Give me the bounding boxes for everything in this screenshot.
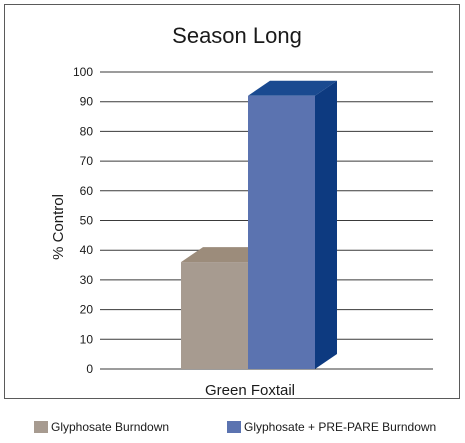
y-tick-label: 20 — [80, 303, 94, 317]
y-tick-label: 80 — [80, 124, 94, 138]
legend-item: Glyphosate + PRE-PARE Burndown — [227, 420, 436, 434]
bar-front-face — [248, 95, 315, 369]
y-axis-ticks: 0 10 20 30 40 50 60 70 80 90 100 — [73, 65, 93, 376]
bar-side-face — [315, 80, 337, 369]
x-axis-categories: Green Foxtail — [205, 382, 295, 399]
y-tick-label: 30 — [80, 273, 94, 287]
legend-label: Glyphosate + PRE-PARE Burndown — [244, 420, 437, 434]
x-category-label: Green Foxtail — [205, 382, 295, 398]
y-tick-label: 0 — [86, 362, 93, 376]
legend: Glyphosate Burndown Glyphosate + PRE-PARE… — [0, 420, 465, 440]
chart-frame: Season Long 0 10 20 30 40 50 60 70 80 90 100 Green… — [4, 4, 460, 399]
y-axis-label: % Control — [50, 194, 67, 260]
bar-1 — [248, 80, 337, 369]
bars — [181, 80, 337, 369]
chart-title: Season Long — [172, 23, 302, 48]
y-tick-label: 10 — [80, 332, 94, 346]
y-tick-label: 50 — [80, 214, 94, 228]
y-tick-label: 100 — [73, 65, 93, 79]
y-tick-label: 40 — [80, 243, 94, 257]
legend-label: Glyphosate Burndown — [51, 420, 170, 434]
y-tick-label: 90 — [80, 95, 94, 109]
bar-front-face — [181, 262, 248, 369]
y-tick-label: 70 — [80, 154, 94, 168]
bar-chart: Season Long 0 10 20 30 40 50 60 70 80 90 100 Green… — [50, 23, 433, 399]
legend-item: Glyphosate Burndown — [34, 420, 169, 434]
legend-swatch — [227, 421, 241, 433]
y-tick-label: 60 — [80, 184, 94, 198]
bar-top-face — [248, 80, 337, 96]
bar-top-face — [181, 247, 270, 263]
legend-swatch — [34, 421, 48, 433]
